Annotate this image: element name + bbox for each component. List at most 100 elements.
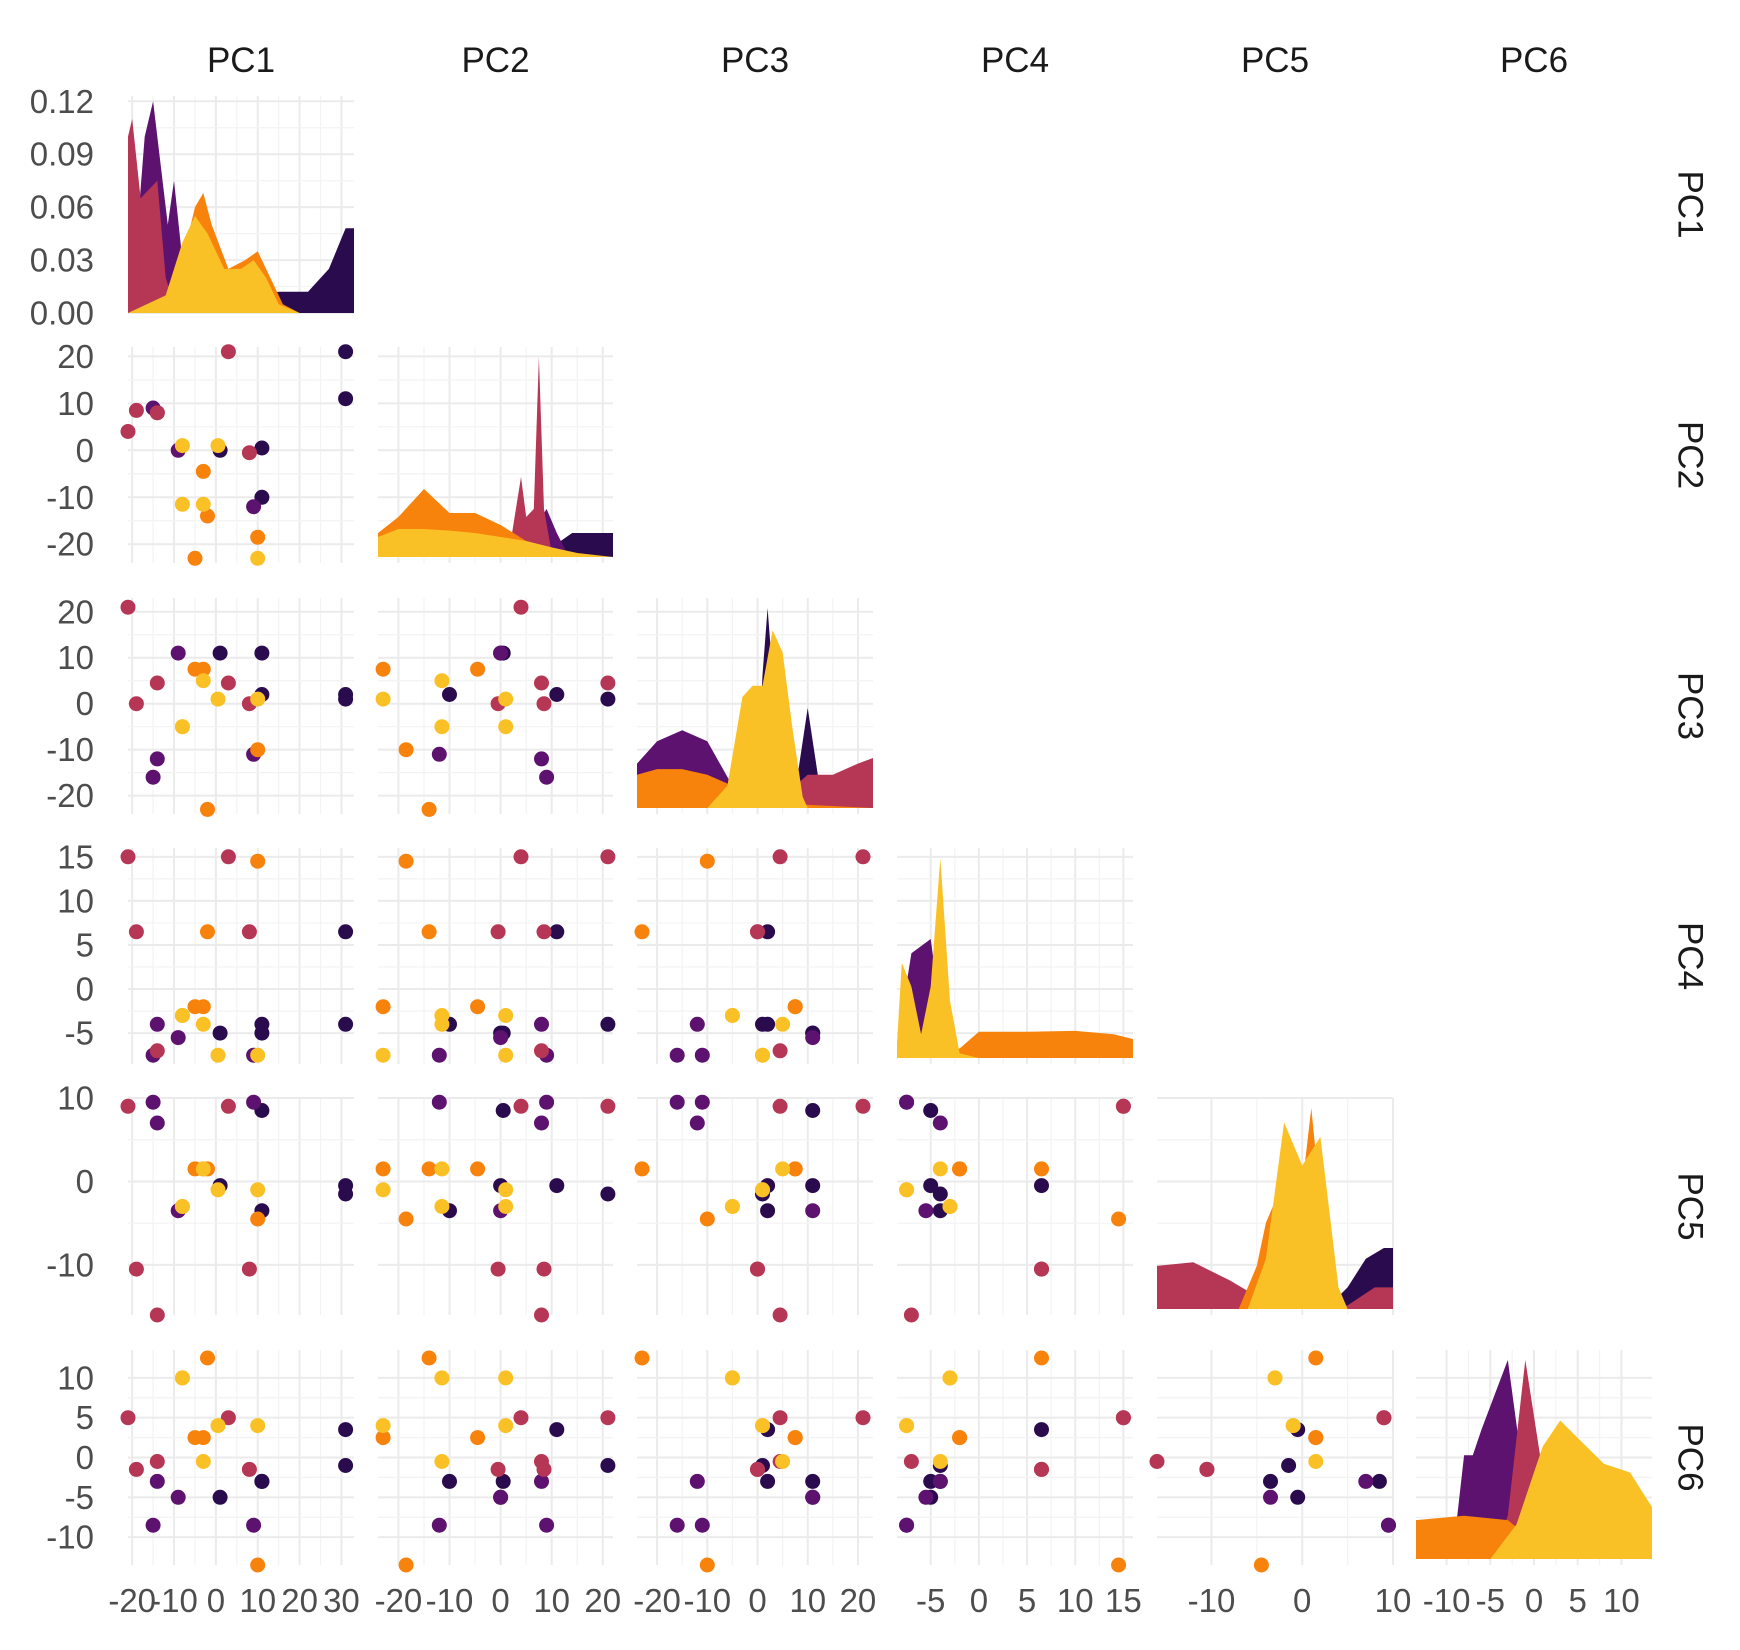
- point-pc4-pc6-8: [899, 1517, 915, 1533]
- point-pc4-pc5-7: [918, 1203, 934, 1219]
- point-pc2-pc5-0: [549, 1178, 565, 1194]
- point-pc3-pc6-17: [787, 1430, 803, 1446]
- point-pc1-pc6-3: [212, 1489, 228, 1505]
- point-pc1-pc4-16: [250, 853, 266, 869]
- point-pc3-pc6-13: [750, 1461, 765, 1477]
- x-tick-label: 10: [1375, 1582, 1412, 1619]
- point-pc1-pc2-18: [174, 438, 190, 454]
- point-pc4-pc5-8: [899, 1094, 915, 1110]
- point-pc1-pc3-7: [170, 645, 186, 661]
- x-tick-label: -10: [150, 1582, 198, 1619]
- density-pc1-group-0: [128, 228, 354, 313]
- point-pc2-pc3-15: [421, 801, 437, 817]
- point-pc1-pc3-20: [250, 691, 266, 707]
- point-pc1-pc4-20: [250, 1047, 266, 1063]
- point-pc1-pc2-17: [187, 550, 203, 566]
- point-pc2-pc3-14: [470, 661, 486, 677]
- point-pc2-pc6-19: [434, 1454, 450, 1469]
- y-tick-label: 0.03: [30, 242, 94, 279]
- point-pc2-pc3-18: [498, 719, 514, 735]
- point-pc1-pc6-7: [170, 1489, 186, 1505]
- point-pc2-pc5-5: [539, 1094, 555, 1110]
- point-pc5-pc6-22: [1285, 1418, 1301, 1434]
- point-pc1-pc5-6: [149, 1115, 165, 1131]
- point-pc1-pc5-11: [149, 1307, 165, 1323]
- point-pc2-pc6-18: [498, 1370, 514, 1386]
- density-pc6-group-2: [1416, 1360, 1652, 1559]
- point-pc2-pc6-8: [431, 1517, 447, 1533]
- point-pc2-pc4-0: [549, 924, 565, 940]
- x-tick-label: 0: [970, 1582, 988, 1619]
- point-pc5-pc6-3: [1290, 1489, 1306, 1505]
- point-pc1-pc2-15: [200, 508, 215, 524]
- x-tick-label: 10: [1603, 1582, 1640, 1619]
- y-tick-label: 0: [76, 1439, 94, 1476]
- point-pc3-pc5-21: [724, 1199, 740, 1214]
- point-pc2-pc3-12: [600, 675, 616, 691]
- point-pc2-pc6-21: [434, 1370, 450, 1386]
- point-pc2-pc4-1: [600, 1016, 616, 1032]
- point-pc2-pc3-5: [539, 769, 555, 785]
- point-pc2-pc5-9: [513, 1098, 529, 1114]
- point-pc2-pc4-10: [536, 924, 552, 940]
- point-pc1-pc4-19: [195, 1016, 211, 1032]
- strip-label-pc3: PC3: [721, 41, 789, 80]
- point-pc1-pc6-21: [174, 1370, 190, 1386]
- point-pc2-pc3-1: [600, 691, 616, 707]
- point-pc1-pc5-13: [241, 1261, 257, 1277]
- point-pc4-pc6-13: [1034, 1461, 1049, 1477]
- point-pc2-pc5-19: [434, 1161, 450, 1177]
- point-pc3-pc5-9: [855, 1098, 871, 1114]
- point-pc3-pc4-21: [724, 1008, 740, 1023]
- point-pc2-pc5-16: [398, 1211, 414, 1227]
- point-pc2-pc5-21: [434, 1199, 450, 1214]
- point-pc3-pc4-8: [694, 1047, 710, 1063]
- point-pc1-pc6-6: [149, 1473, 165, 1489]
- point-pc2-pc3-21: [434, 719, 450, 735]
- point-pc1-pc4-0: [338, 924, 354, 940]
- point-pc4-pc6-6: [932, 1473, 948, 1489]
- y-tick-label: -10: [46, 1246, 94, 1283]
- y-tick-label: 10: [57, 1359, 94, 1396]
- point-pc1-pc2-16: [250, 529, 266, 545]
- point-pc2-pc5-13: [490, 1261, 506, 1277]
- x-tick-label: 10: [533, 1582, 570, 1619]
- point-pc1-pc6-5: [145, 1517, 161, 1533]
- point-pc1-pc3-11: [149, 675, 165, 691]
- strip-label-pc1: PC1: [207, 41, 275, 80]
- density-pc5-group-4: [1157, 1122, 1393, 1309]
- x-tick-label: 0: [1525, 1582, 1543, 1619]
- point-pc2-pc6-5: [539, 1517, 555, 1533]
- density-pc1-group-4: [128, 216, 354, 313]
- strip-label-pc1: PC1: [1671, 170, 1710, 238]
- point-pc1-pc2-21: [174, 496, 190, 512]
- point-pc3-pc6-5: [669, 1517, 685, 1533]
- point-pc4-pc5-13: [1034, 1261, 1049, 1277]
- point-pc2-pc5-1: [600, 1186, 616, 1202]
- x-tick-label: -5: [1476, 1582, 1505, 1619]
- y-tick-label: -10: [46, 479, 94, 516]
- point-pc3-pc5-22: [755, 1182, 770, 1198]
- point-pc2-pc6-14: [470, 1430, 486, 1446]
- y-tick-label: 0: [76, 1163, 94, 1200]
- point-pc2-pc4-7: [493, 1030, 509, 1046]
- point-pc4-pc5-2: [923, 1103, 939, 1118]
- point-pc2-pc5-22: [498, 1182, 514, 1198]
- point-pc2-pc6-15: [421, 1350, 437, 1366]
- point-pc1-pc6-13: [241, 1461, 257, 1477]
- point-pc3-pc4-15: [634, 924, 650, 940]
- point-pc3-pc5-11: [772, 1307, 788, 1323]
- point-pc2-pc6-7: [493, 1489, 509, 1505]
- strip-label-pc4: PC4: [1671, 922, 1710, 990]
- density-pc5-group-2: [1157, 1262, 1393, 1309]
- point-pc2-pc4-15: [421, 924, 437, 940]
- point-pc4-pc5-22: [899, 1182, 915, 1198]
- density-pc4-group-4: [897, 858, 1133, 1058]
- point-pc1-pc5-9: [120, 1098, 136, 1114]
- point-pc1-pc6-15: [200, 1350, 215, 1366]
- point-pc5-pc6-21: [1267, 1370, 1283, 1386]
- point-pc2-pc6-16: [398, 1557, 414, 1573]
- point-pc1-pc2-20: [250, 550, 266, 566]
- point-pc3-pc4-22: [755, 1047, 770, 1063]
